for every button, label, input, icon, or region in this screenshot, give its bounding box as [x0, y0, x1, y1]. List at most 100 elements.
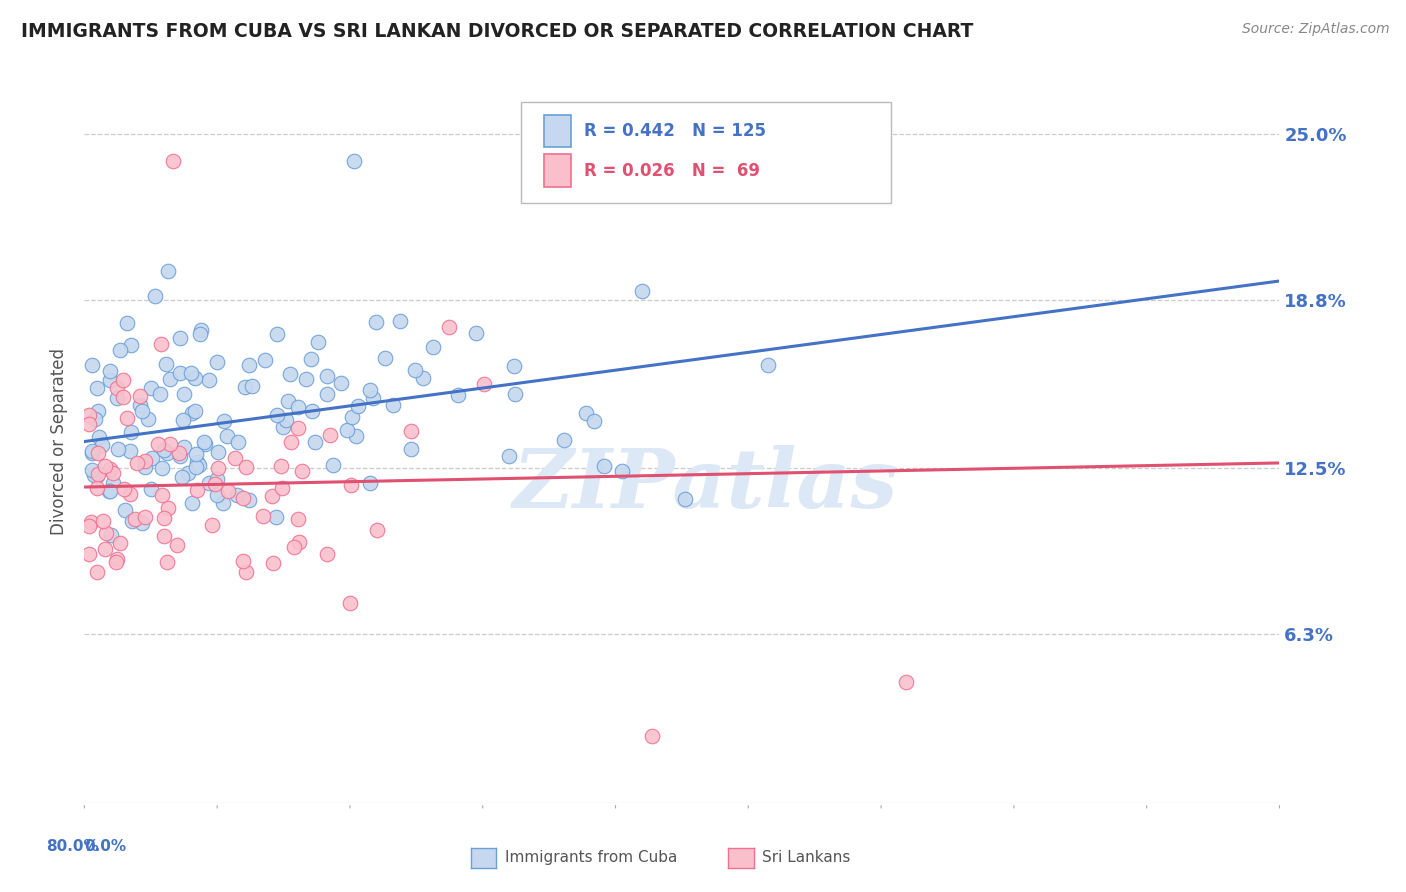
- Point: [80, 515, 103, 529]
- Point: [186, 455, 208, 469]
- Point: [287, 400, 309, 414]
- Point: [295, 372, 318, 386]
- Point: [143, 289, 166, 303]
- Point: [215, 429, 238, 443]
- Point: [288, 534, 311, 549]
- Point: [124, 512, 146, 526]
- Point: [131, 516, 153, 530]
- Point: [583, 414, 606, 428]
- Point: [575, 406, 598, 420]
- Point: [169, 331, 191, 345]
- Point: [121, 514, 143, 528]
- Point: [134, 459, 156, 474]
- Point: [77, 547, 100, 561]
- Point: [240, 379, 263, 393]
- Point: [87, 467, 110, 482]
- Point: [107, 442, 129, 456]
- Point: [169, 449, 191, 463]
- Point: [207, 445, 229, 459]
- Point: [111, 391, 134, 405]
- Point: [238, 493, 260, 508]
- Point: [422, 341, 444, 355]
- Point: [80, 446, 103, 460]
- Point: [270, 458, 292, 473]
- Point: [118, 444, 141, 458]
- Point: [149, 386, 172, 401]
- Point: [253, 352, 276, 367]
- Point: [152, 442, 174, 457]
- Point: [322, 458, 344, 472]
- Point: [94, 458, 117, 473]
- Point: [319, 427, 342, 442]
- Point: [98, 373, 121, 387]
- Point: [197, 475, 219, 490]
- Point: [232, 491, 254, 505]
- Point: [339, 596, 361, 610]
- Point: [226, 434, 249, 449]
- Point: [336, 423, 359, 437]
- Point: [167, 446, 190, 460]
- Point: [77, 519, 100, 533]
- Point: [101, 466, 124, 480]
- Point: [437, 319, 460, 334]
- Point: [280, 435, 302, 450]
- Point: [464, 326, 486, 340]
- Point: [503, 387, 526, 401]
- Point: [105, 391, 128, 405]
- Point: [307, 335, 329, 350]
- Point: [93, 541, 115, 556]
- Point: [156, 263, 179, 277]
- Point: [193, 434, 215, 449]
- Point: [287, 421, 309, 435]
- Point: [340, 409, 363, 424]
- Point: [343, 153, 366, 168]
- Point: [498, 449, 520, 463]
- Point: [172, 470, 194, 484]
- Point: [262, 489, 284, 503]
- Point: [412, 370, 434, 384]
- Text: Immigrants from Cuba: Immigrants from Cuba: [505, 850, 678, 864]
- Point: [631, 284, 654, 298]
- Point: [184, 447, 207, 461]
- Point: [105, 381, 128, 395]
- Point: [894, 675, 917, 690]
- Point: [186, 483, 208, 497]
- Point: [758, 358, 780, 372]
- Point: [291, 464, 314, 478]
- Point: [212, 496, 235, 510]
- Point: [152, 461, 174, 475]
- Point: [159, 372, 181, 386]
- Point: [593, 458, 616, 473]
- Point: [205, 472, 228, 486]
- Point: [188, 326, 211, 341]
- Point: [129, 398, 152, 412]
- Point: [673, 491, 696, 506]
- Point: [166, 538, 188, 552]
- Text: 80.0%: 80.0%: [46, 838, 100, 854]
- Point: [118, 487, 141, 501]
- Text: Source: ZipAtlas.com: Source: ZipAtlas.com: [1241, 22, 1389, 37]
- Point: [252, 508, 274, 523]
- Point: [274, 413, 297, 427]
- Point: [190, 323, 212, 337]
- Point: [205, 488, 228, 502]
- Point: [262, 557, 284, 571]
- Point: [287, 512, 309, 526]
- Point: [399, 442, 422, 457]
- Point: [181, 496, 204, 510]
- Point: [389, 313, 412, 327]
- Point: [225, 488, 247, 502]
- Point: [108, 536, 131, 550]
- Point: [238, 358, 260, 372]
- Point: [120, 338, 142, 352]
- Point: [83, 412, 105, 426]
- Point: [90, 437, 112, 451]
- Point: [183, 371, 205, 385]
- Point: [162, 153, 184, 168]
- Point: [80, 463, 103, 477]
- Point: [503, 359, 526, 374]
- Point: [232, 554, 254, 568]
- Point: [224, 450, 246, 465]
- Point: [156, 445, 179, 459]
- Point: [146, 437, 169, 451]
